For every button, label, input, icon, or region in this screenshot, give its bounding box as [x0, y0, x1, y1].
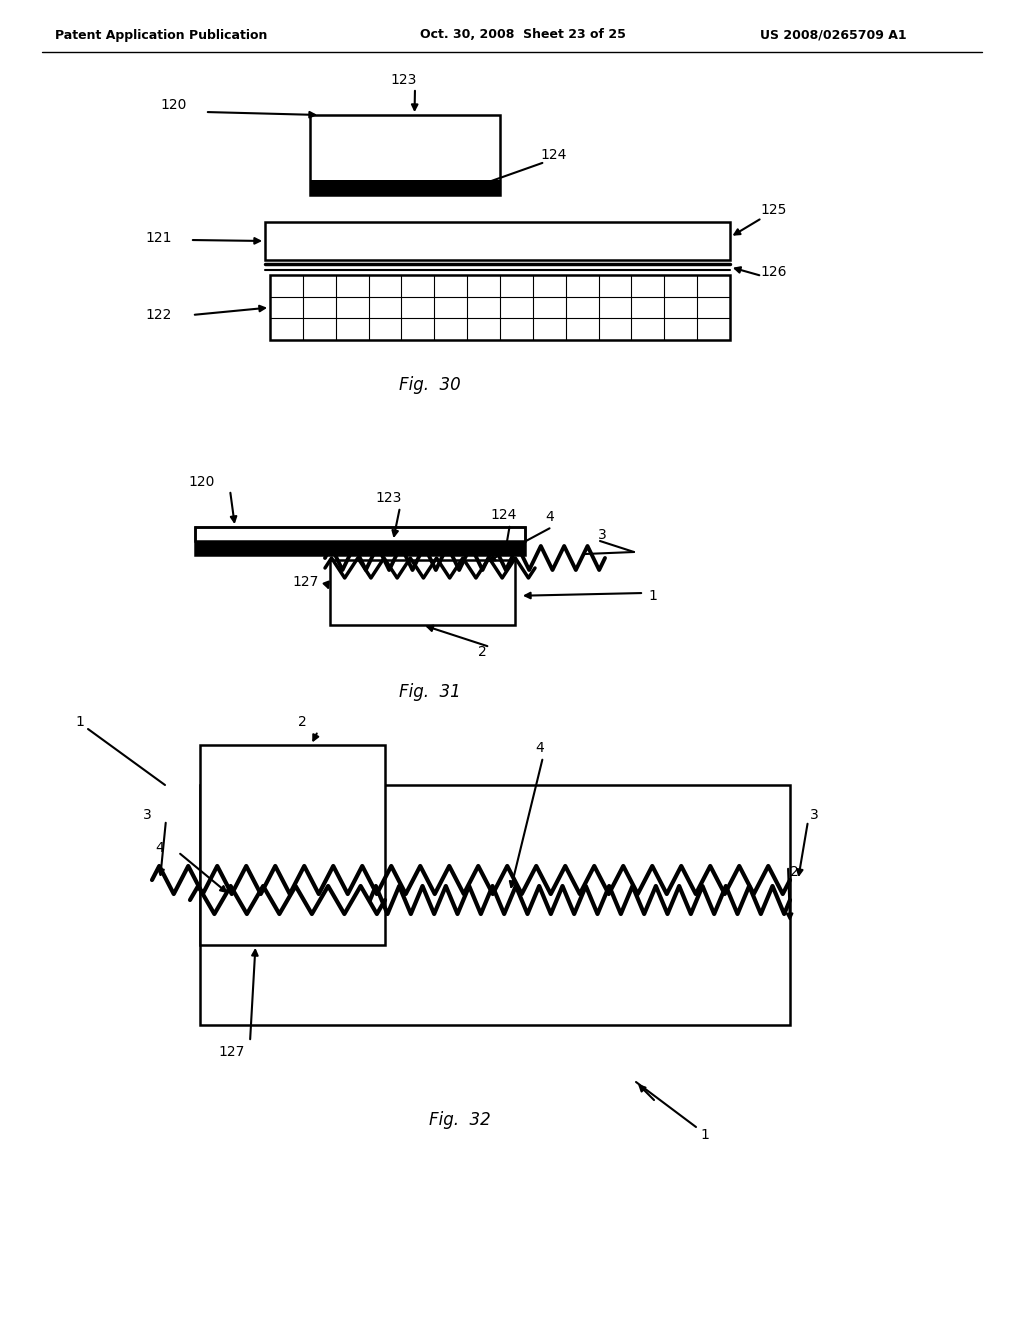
- Bar: [270, 275, 730, 341]
- Text: 4: 4: [535, 741, 544, 755]
- Text: 3: 3: [810, 808, 819, 822]
- Text: 1: 1: [648, 589, 656, 603]
- Text: 127: 127: [218, 1045, 245, 1059]
- Text: 2: 2: [478, 645, 486, 659]
- Text: 123: 123: [390, 73, 417, 87]
- Bar: [195, 527, 525, 541]
- Text: Oct. 30, 2008  Sheet 23 of 25: Oct. 30, 2008 Sheet 23 of 25: [420, 29, 626, 41]
- Text: 125: 125: [760, 203, 786, 216]
- Text: US 2008/0265709 A1: US 2008/0265709 A1: [760, 29, 906, 41]
- Bar: [195, 527, 525, 554]
- Text: 120: 120: [188, 475, 214, 488]
- Text: 121: 121: [145, 231, 171, 246]
- Text: 3: 3: [143, 808, 152, 822]
- Bar: [195, 541, 525, 554]
- Text: Fig.  31: Fig. 31: [399, 682, 461, 701]
- Text: Fig.  32: Fig. 32: [429, 1111, 490, 1129]
- Text: 2: 2: [790, 865, 799, 879]
- Text: 124: 124: [540, 148, 566, 162]
- Text: 123: 123: [375, 491, 401, 506]
- Text: 4: 4: [155, 841, 164, 855]
- Bar: [200, 744, 385, 945]
- Text: 1: 1: [700, 1129, 709, 1142]
- Text: 126: 126: [760, 265, 786, 279]
- Text: 120: 120: [160, 98, 186, 112]
- Text: 124: 124: [490, 508, 516, 521]
- Text: Fig.  30: Fig. 30: [399, 376, 461, 393]
- Bar: [265, 222, 730, 260]
- Text: 127: 127: [292, 576, 318, 589]
- Text: Patent Application Publication: Patent Application Publication: [55, 29, 267, 41]
- Text: 122: 122: [145, 308, 171, 322]
- Text: 4: 4: [545, 510, 554, 524]
- Bar: [310, 180, 500, 195]
- Bar: [310, 115, 500, 195]
- Bar: [200, 785, 790, 1026]
- Bar: [330, 560, 515, 624]
- Text: 2: 2: [298, 715, 307, 729]
- Text: 1: 1: [75, 715, 84, 729]
- Text: 3: 3: [598, 528, 607, 543]
